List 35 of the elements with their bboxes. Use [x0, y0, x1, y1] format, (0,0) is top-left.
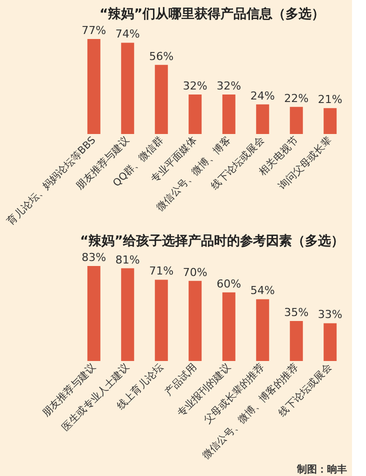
bar: [324, 323, 337, 361]
data-label: 54%: [250, 284, 275, 298]
data-label: 60%: [216, 277, 242, 290]
data-label: 74%: [115, 28, 140, 41]
bar: [256, 104, 270, 134]
bar: [222, 292, 236, 361]
text: 制图：晌丰: [296, 463, 347, 476]
bar: [154, 280, 168, 361]
bar: [188, 94, 202, 134]
data-label: 83%: [82, 251, 106, 264]
data-label: 22%: [284, 92, 309, 105]
chart-title: “辣妈”给孩子选择产品时的参考因素（多选）: [80, 233, 344, 249]
data-label: 24%: [250, 89, 275, 102]
bar: [290, 320, 303, 361]
bar: [121, 268, 134, 361]
bar: [222, 94, 236, 134]
bar: [87, 39, 100, 134]
data-label: 81%: [115, 253, 140, 266]
bar: [121, 42, 134, 134]
bar: [188, 280, 202, 361]
data-label: 77%: [82, 24, 106, 37]
data-label: 56%: [149, 50, 174, 63]
data-label: 32%: [216, 80, 242, 93]
bar: [256, 299, 270, 361]
data-label: 71%: [149, 264, 174, 278]
bar: [154, 64, 168, 134]
bar: [324, 108, 337, 134]
data-label: 35%: [284, 306, 309, 319]
bar: [87, 266, 100, 361]
data-label: 33%: [318, 308, 342, 322]
data-label: 32%: [182, 80, 208, 93]
data-label: 70%: [182, 266, 208, 279]
bar: [290, 106, 303, 134]
chart-title: “辣妈”们从哪里获得产品信息（多选）: [99, 6, 325, 22]
data-label: 21%: [318, 93, 342, 106]
